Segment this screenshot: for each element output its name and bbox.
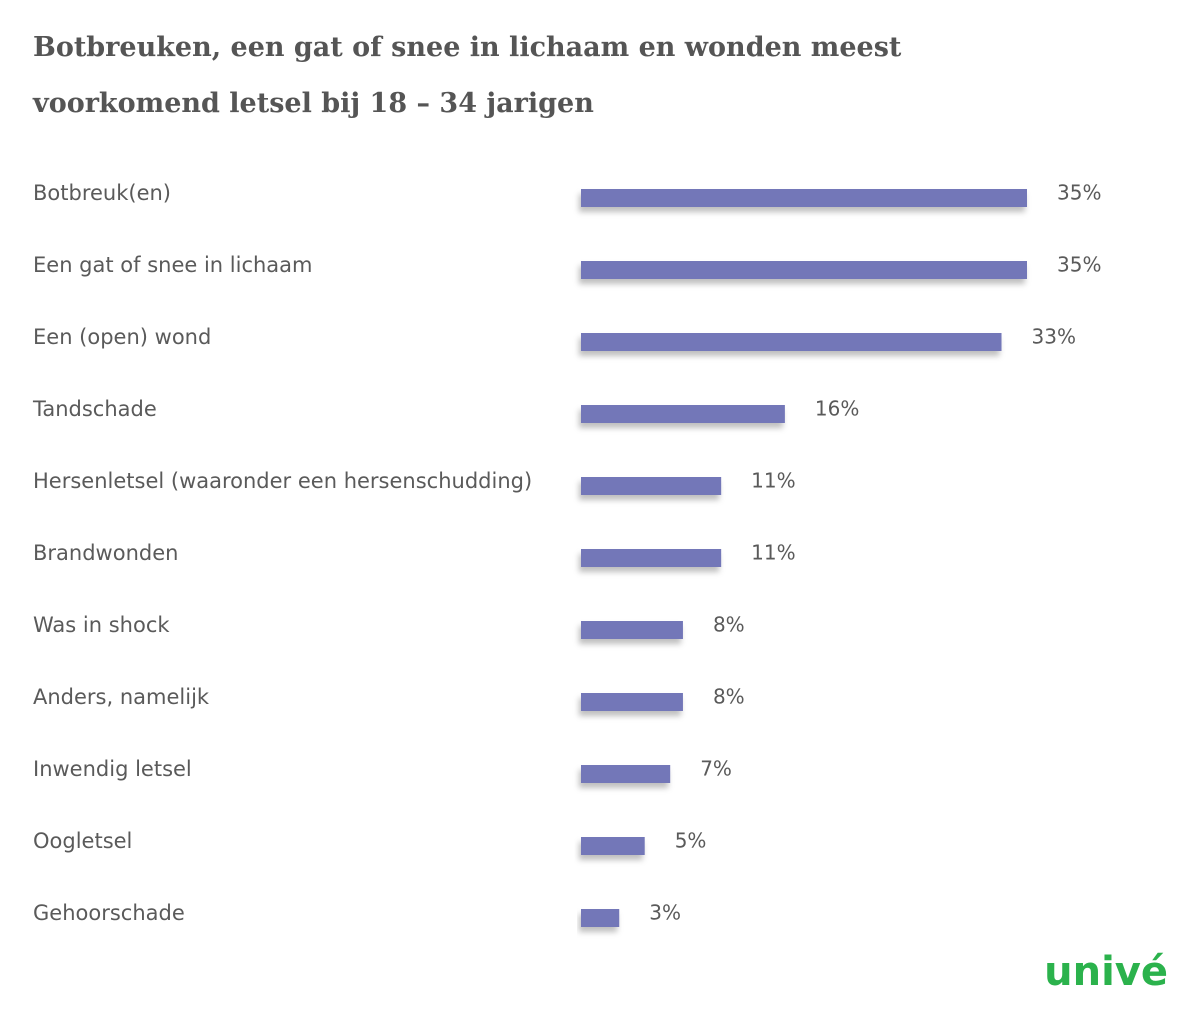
bar	[581, 189, 1027, 207]
category-label: Oogletsel	[33, 829, 132, 853]
value-label: 11%	[751, 541, 795, 565]
bar	[581, 549, 722, 567]
bar	[581, 333, 1002, 351]
chart-title-line: Botbreuken, een gat of snee in lichaam e…	[33, 32, 902, 63]
category-label: Brandwonden	[33, 541, 178, 565]
value-label: 3%	[649, 901, 681, 925]
value-label: 8%	[713, 685, 745, 709]
category-label: Botbreuk(en)	[33, 181, 171, 205]
value-label: 16%	[815, 397, 859, 421]
value-label: 35%	[1057, 253, 1101, 277]
bar	[581, 621, 683, 639]
bar	[581, 261, 1027, 279]
value-label: 8%	[713, 613, 745, 637]
category-label: Een gat of snee in lichaam	[33, 253, 313, 277]
bar	[581, 405, 785, 423]
category-label: Tandschade	[32, 397, 157, 421]
category-label: Gehoorschade	[33, 901, 185, 925]
logo: univé	[1044, 949, 1168, 995]
category-label: Hersenletsel (waaronder een hersenschudd…	[33, 469, 532, 493]
category-label: Anders, namelijk	[33, 685, 210, 709]
bar	[581, 837, 645, 855]
bar	[581, 909, 620, 927]
bar	[581, 693, 683, 711]
bar	[581, 765, 671, 783]
value-label: 35%	[1057, 181, 1101, 205]
bar	[581, 477, 722, 495]
category-label: Inwendig letsel	[33, 757, 192, 781]
category-label: Een (open) wond	[33, 325, 211, 349]
value-label: 33%	[1032, 325, 1076, 349]
value-label: 11%	[751, 469, 795, 493]
value-label: 7%	[700, 757, 732, 781]
chart-title-line: voorkomend letsel bij 18 – 34 jarigen	[32, 88, 594, 119]
category-label: Was in shock	[33, 613, 170, 637]
value-label: 5%	[675, 829, 707, 853]
